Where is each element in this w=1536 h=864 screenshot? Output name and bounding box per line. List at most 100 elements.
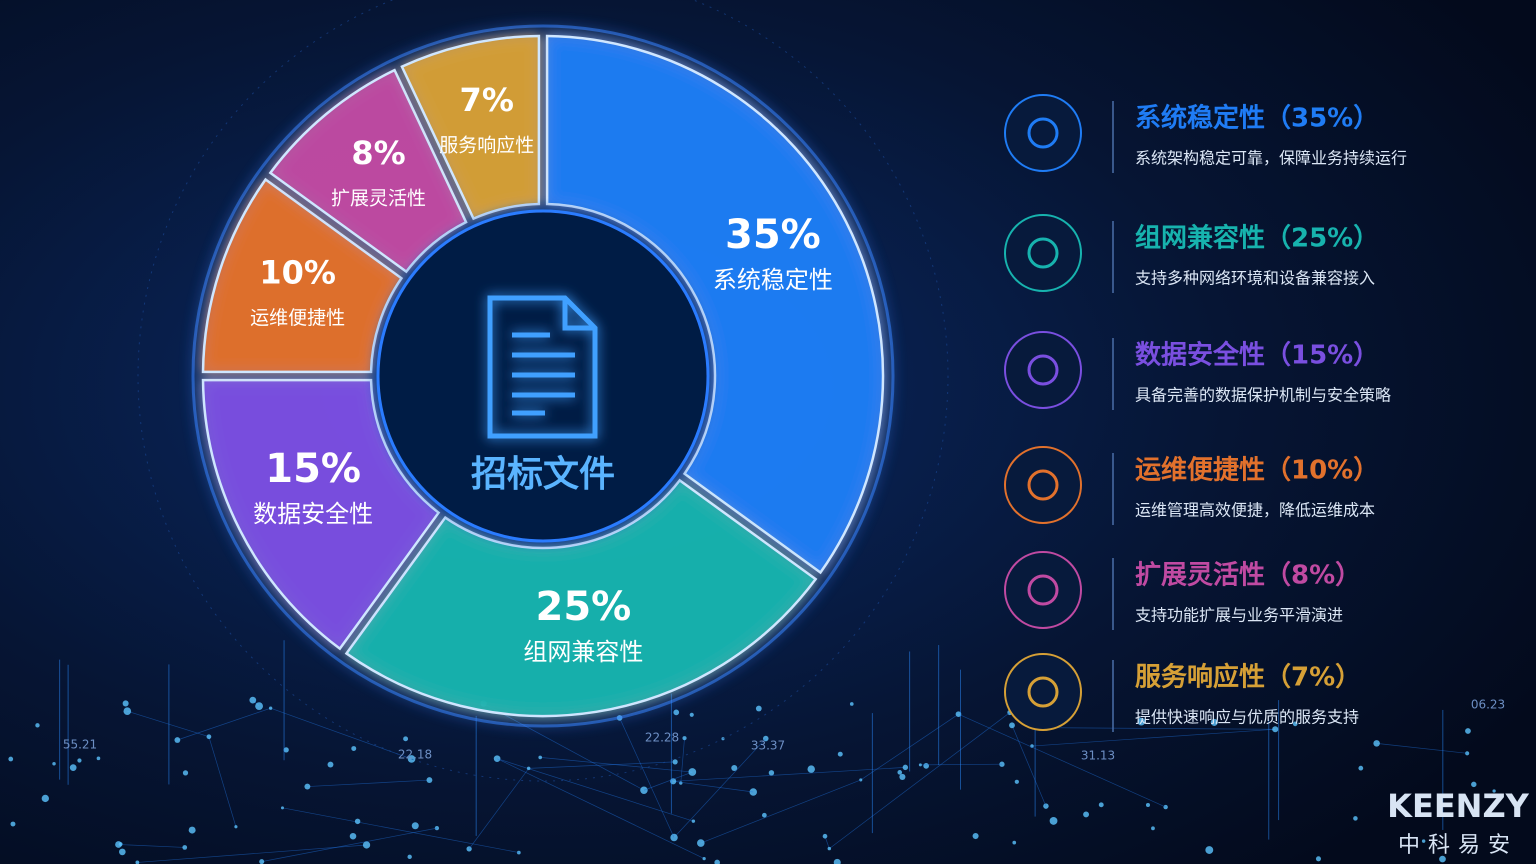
net-dot: [902, 764, 909, 771]
net-dot: [304, 783, 311, 790]
net-dot: [354, 818, 361, 825]
net-line: [958, 713, 1166, 808]
donut-segment: [201, 177, 404, 374]
brand: KEENZY: [1387, 787, 1530, 825]
legend-icon: [1027, 676, 1059, 708]
segment-label: 系统稳定性: [713, 266, 833, 294]
net-dot: [280, 806, 284, 810]
net-line: [920, 763, 1002, 766]
net-dot: [283, 747, 289, 753]
brand-cn: 中科易安: [1398, 833, 1518, 858]
legend-icon-ring: [1004, 94, 1082, 172]
net-dot: [673, 709, 680, 716]
legend-icon: [1027, 469, 1059, 501]
net-dot: [115, 841, 122, 848]
net-dot: [10, 821, 16, 827]
outer-ring: [191, 24, 895, 728]
net-dot: [411, 822, 419, 830]
legend-icon: [1027, 574, 1059, 606]
legend-title: 扩展灵活性（8%）: [1135, 561, 1361, 591]
net-dot: [899, 773, 906, 780]
net-dot: [682, 736, 687, 741]
legend-description: 具备完善的数据保护机制与安全策略: [1135, 386, 1391, 405]
net-dot: [119, 848, 126, 856]
legend-title: 组网兼容性（25%）: [1135, 223, 1379, 254]
net-line: [619, 717, 675, 838]
net-dot: [538, 755, 543, 760]
net-dot: [135, 860, 140, 864]
net-line: [208, 736, 237, 827]
net-dot: [1373, 740, 1380, 747]
net-dot: [259, 859, 265, 864]
net-dot: [174, 737, 181, 743]
net-dot: [362, 841, 371, 849]
donut-segment: [201, 378, 441, 651]
net-dot: [1210, 718, 1218, 726]
net-dot: [849, 702, 854, 706]
net-dot: [249, 696, 257, 704]
net-dot: [1353, 816, 1358, 821]
net-dot: [731, 764, 738, 772]
net-dot: [8, 756, 14, 762]
net-dot: [349, 832, 357, 840]
net-dot: [1465, 728, 1471, 734]
net-dot: [123, 707, 132, 716]
legend-description: 支持功能扩展与业务平滑演进: [1135, 606, 1343, 625]
legend-icon-ring: [1004, 551, 1082, 629]
net-dot: [697, 839, 705, 847]
net-dot: [1014, 779, 1019, 784]
net-line: [307, 779, 430, 787]
net-line: [1011, 725, 1047, 807]
net-dot: [1098, 802, 1104, 808]
legend-icon-ring: [1004, 214, 1082, 292]
net-dot: [466, 846, 472, 852]
net-dot: [96, 756, 101, 761]
legend-description: 提供快速响应与优质的服务支持: [1135, 708, 1359, 727]
net-line: [673, 738, 767, 838]
net-line: [137, 844, 367, 863]
net-dot: [351, 746, 357, 752]
net-dot: [702, 856, 706, 861]
net-dot: [1137, 717, 1146, 726]
net-dot: [1421, 839, 1426, 843]
net-dot: [689, 712, 694, 717]
net-dot: [255, 702, 263, 711]
net-dot: [234, 825, 238, 829]
donut-segment: [268, 68, 468, 274]
net-dot: [1471, 781, 1477, 788]
legend-icon: [1027, 117, 1059, 149]
decor-ring: [137, 0, 949, 782]
net-line: [680, 738, 685, 784]
legend-description: 系统架构稳定可靠，保障业务持续运行: [1135, 149, 1407, 168]
net-dot: [77, 758, 82, 763]
segment-label: 运维便捷性: [250, 307, 345, 329]
net-dot: [1145, 802, 1151, 808]
value-label: 10%: [259, 253, 336, 291]
net-line: [1031, 728, 1276, 747]
value-label: 8%: [351, 134, 405, 172]
net-dot: [768, 770, 775, 776]
decor-number: 22.18: [398, 748, 432, 762]
segment-label: 扩展灵活性: [331, 188, 426, 210]
net-dot: [672, 759, 678, 765]
decor-number: 06.23: [1471, 698, 1505, 712]
net-line: [127, 710, 210, 738]
net-dot: [837, 751, 843, 757]
net-line: [282, 807, 519, 853]
legend-icon: [1027, 354, 1059, 386]
net-dot: [714, 859, 720, 864]
net-dot: [1083, 811, 1090, 818]
donut-segment: [400, 34, 541, 221]
decor-number: 55.21: [63, 738, 97, 752]
net-dot: [182, 770, 189, 776]
net-dot: [688, 768, 697, 776]
net-dot: [206, 734, 212, 740]
net-line: [483, 703, 645, 791]
segment-label: 数据安全性: [253, 500, 373, 528]
legend-icon-ring: [1004, 446, 1082, 524]
net-dot: [52, 762, 56, 766]
decor-number: 22.28: [645, 731, 679, 745]
legend-title: 系统稳定性（35%）: [1135, 103, 1379, 134]
legend-icon-ring: [1004, 653, 1082, 731]
